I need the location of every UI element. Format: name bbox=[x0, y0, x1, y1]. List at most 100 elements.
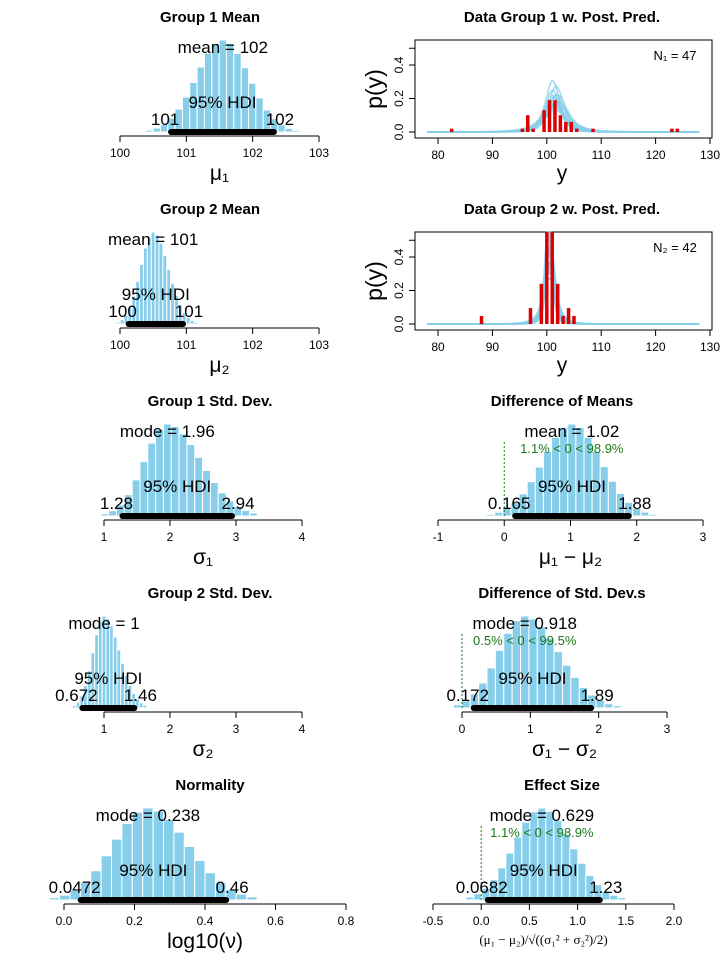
x-axis-label: σ₁ bbox=[193, 546, 213, 569]
central-tendency-label: mean = 101 bbox=[108, 230, 198, 249]
x-tick-label: 3 bbox=[700, 530, 707, 544]
panel-title: Group 2 Std. Dev. bbox=[148, 585, 273, 602]
x-axis-label: σ₁ − σ₂ bbox=[532, 738, 597, 761]
x-tick-label: 102 bbox=[243, 338, 263, 352]
panel-title: Data Group 1 w. Post. Pred. bbox=[464, 9, 660, 26]
hdi-high-label: 1.46 bbox=[124, 686, 157, 705]
panel-7: Group 2 Std. Dev. 1 2 3 4 mode = 1 95% HDI0.67… bbox=[55, 585, 306, 761]
histogram-bar bbox=[607, 480, 617, 517]
data-histogram bbox=[449, 100, 680, 132]
x-tick-label: 120 bbox=[646, 148, 666, 162]
panel-5: Group 1 Std. Dev. 1 2 3 4 mode = 1.96 95% HDI 1… bbox=[100, 393, 306, 569]
x-tick-label: 100 bbox=[537, 148, 557, 162]
hdi-label: 95% HDI bbox=[74, 669, 142, 688]
hdi-high-label: 101 bbox=[175, 302, 203, 321]
x-axis-label: log10(ν) bbox=[167, 930, 243, 953]
panel-9: Normality 0.0 0.2 0.4 0.6 0.8 mode = 0.238 95% … bbox=[49, 777, 355, 953]
hdi-low-label: 0.0472 bbox=[49, 878, 101, 897]
hdi-label: 95% HDI bbox=[510, 861, 578, 880]
x-tick-label: 1 bbox=[101, 530, 108, 544]
y-tick-label: 0.4 bbox=[392, 248, 406, 265]
panel-title: Group 1 Mean bbox=[160, 9, 260, 26]
histogram-bar bbox=[131, 479, 141, 517]
hdi-label: 95% HDI bbox=[538, 477, 606, 496]
x-tick-label: 3 bbox=[233, 530, 240, 544]
panel-2: Data Group 1 w. Post. Pred. 80 90 100 110 120… bbox=[361, 9, 720, 185]
x-tick-label: 100 bbox=[110, 338, 130, 352]
hdi-label: 95% HDI bbox=[498, 669, 566, 688]
x-tick-label: 1.5 bbox=[617, 914, 634, 928]
hdi-label: 95% HDI bbox=[119, 861, 187, 880]
histogram-bars bbox=[465, 807, 627, 901]
histogram-bar bbox=[617, 897, 627, 901]
x-tick-label: 101 bbox=[176, 146, 196, 160]
x-tick-label: 0.4 bbox=[197, 914, 214, 928]
x-tick-label: 0.0 bbox=[56, 914, 73, 928]
central-tendency-label: mode = 0.629 bbox=[490, 806, 594, 825]
histogram-bar bbox=[194, 860, 206, 901]
panel-8: Difference of Std. Dev.s 0 1 2 3 0.5% < 0 < 9… bbox=[446, 585, 670, 761]
histogram-bar bbox=[100, 513, 110, 517]
hdi-label: 95% HDI bbox=[122, 285, 190, 304]
panel-1: Group 1 Mean 100 101 102 103 mean = 102 95% HD… bbox=[110, 9, 329, 185]
histogram-bars bbox=[100, 423, 258, 517]
hdi-high-label: 2.94 bbox=[221, 494, 254, 513]
panel-title: Group 2 Mean bbox=[160, 201, 260, 218]
x-axis-label: σ₂ bbox=[192, 738, 213, 761]
y-tick-label: 0.0 bbox=[392, 123, 406, 140]
x-tick-label: 2 bbox=[167, 722, 174, 736]
y-axis-label: p(y) bbox=[361, 69, 387, 109]
histogram-bar bbox=[97, 620, 103, 709]
posterior-predictive-curves bbox=[427, 79, 700, 133]
panel-3: Group 2 Mean 100 101 102 103 mean = 101 95% HD… bbox=[108, 201, 329, 377]
x-tick-label: 1 bbox=[527, 722, 534, 736]
y-tick-label: 0.4 bbox=[392, 56, 406, 73]
hdi-low-label: 0.165 bbox=[488, 494, 531, 513]
x-axis-label: y bbox=[557, 162, 568, 185]
histogram-bar bbox=[292, 129, 301, 133]
histogram-bar bbox=[48, 897, 61, 901]
x-tick-label: 3 bbox=[233, 722, 240, 736]
y-axis-label: p(y) bbox=[361, 261, 387, 301]
sample-size-label: N₂ = 42 bbox=[653, 240, 697, 255]
panel-title: Effect Size bbox=[524, 777, 600, 794]
histogram-bars bbox=[486, 423, 658, 517]
panel-title: Group 1 Std. Dev. bbox=[148, 393, 273, 410]
histogram-bar bbox=[162, 819, 175, 901]
central-tendency-label: mean = 1.02 bbox=[524, 422, 619, 441]
histogram-bars bbox=[115, 231, 199, 325]
hdi-low-label: 0.172 bbox=[446, 686, 489, 705]
histogram-bar bbox=[155, 428, 164, 517]
sample-size-label: N₁ = 47 bbox=[653, 48, 696, 63]
histogram-bars bbox=[145, 39, 301, 133]
x-tick-label: 130 bbox=[700, 340, 720, 354]
histogram-bar bbox=[100, 855, 113, 901]
x-tick-label: 100 bbox=[537, 340, 557, 354]
comparison-label: 0.5% < 0 < 99.5% bbox=[473, 633, 577, 648]
panel-6: Difference of Means -1 0 1 2 3 1.1% < 0 < 98.9… bbox=[433, 393, 707, 569]
histogram-bar bbox=[193, 321, 199, 325]
central-tendency-label: mode = 0.238 bbox=[96, 806, 200, 825]
posterior-predictive-curve bbox=[427, 85, 700, 133]
y-tick-label: 0.2 bbox=[392, 90, 406, 107]
x-tick-label: 2 bbox=[167, 530, 174, 544]
x-tick-label: -1 bbox=[433, 530, 444, 544]
x-tick-label: 110 bbox=[592, 148, 611, 162]
x-tick-label: 120 bbox=[646, 340, 666, 354]
x-axis-label: y bbox=[557, 354, 568, 377]
data-histogram bbox=[479, 232, 576, 324]
panel-title: Data Group 2 w. Post. Pred. bbox=[464, 201, 660, 218]
x-tick-label: 0.5 bbox=[521, 914, 538, 928]
panel-4: Data Group 2 w. Post. Pred. 80 90 100 110 120… bbox=[361, 201, 720, 377]
x-tick-label: 102 bbox=[243, 146, 263, 160]
histogram-bar bbox=[577, 862, 587, 901]
histogram-bar bbox=[146, 235, 152, 325]
histogram-bar bbox=[209, 482, 219, 517]
histogram-bar bbox=[204, 872, 216, 901]
x-axis-label: μ₁ bbox=[210, 162, 229, 185]
histogram-bars bbox=[48, 807, 258, 901]
x-tick-label: 80 bbox=[431, 340, 445, 354]
histogram-bar bbox=[648, 513, 658, 517]
x-tick-label: 2 bbox=[633, 530, 640, 544]
histogram-bar bbox=[145, 129, 154, 133]
